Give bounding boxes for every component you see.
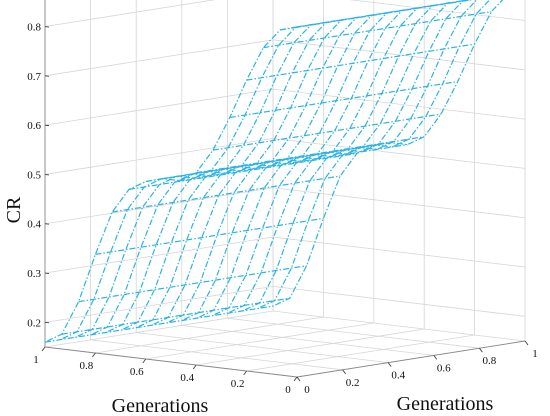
floor-grid-line [145,322,374,360]
y-tick-mark [479,347,483,353]
y-tick-label: 0 [304,384,310,396]
z-tick-label: 0.4 [27,219,41,231]
mesh-line-y [112,175,341,213]
y-tick-label: 0.2 [346,377,360,389]
mesh-line-y [212,113,442,151]
wall-grid-line [272,138,526,169]
y-tick-mark [296,376,301,382]
mesh-line-y [263,11,492,49]
wall-grid-line [44,0,216,27]
mesh-line-x [90,19,343,336]
floor-grid-line [196,328,425,366]
mesh-line-y [95,217,324,255]
floor-grid-line [272,310,526,342]
floor-grid-line [90,339,343,371]
x-tick-mark [293,376,298,382]
z-tick-label: 0.8 [27,22,41,34]
wall-grid-line [44,88,274,126]
x-tick-label: 1 [33,354,39,366]
x-tick-label: 0.4 [180,372,194,384]
mesh-line-x [272,0,504,307]
mesh-line-x [151,9,404,326]
wall-grid-line [272,285,526,317]
wall-grid-line [44,138,274,175]
wall-grid-line [44,39,274,77]
wall-grid-line [272,88,526,120]
z-tick-mark [44,124,50,127]
tick-labels: 0.2 0.3 0.4 0.5 0.6 0.7 0.8 0 0.2 0.4 0.6 0.8 1 0 0.2 0… [27,22,538,396]
z-tick-label: 0.7 [27,71,41,83]
mesh-line-y [179,144,408,182]
mesh-line-y [246,43,475,81]
z-tick-label: 0.6 [27,120,41,132]
wall-grid-line [272,236,526,268]
mesh-line-y [280,0,474,31]
floor-grid-line [181,325,434,356]
mesh-line-x [166,7,419,324]
floor-grid-line [44,310,274,348]
wall-grid-line [272,187,526,219]
mesh-line-y [229,80,458,119]
wall-grid-line [272,39,526,71]
z-tick-label: 0.5 [27,169,41,181]
x-tick-label: 0.8 [80,360,94,372]
z-axis-label: CR [3,196,25,223]
z-tick-label: 0.2 [27,317,41,329]
wall-grid-line [44,236,274,274]
y-axis-line [296,340,526,378]
x-axis-label: Generations [112,395,209,416]
x-tick-mark [192,364,197,370]
wall-grid-line [349,0,526,21]
z-tick-mark [44,272,50,274]
mesh-line-x [120,14,374,331]
floor-grid-line [95,316,324,354]
y-tick-mark [342,369,346,375]
z-tick-mark [44,75,50,77]
x-tick-mark [243,370,247,376]
wall-grid-line [44,285,274,323]
y-tick-label: 0.6 [437,362,451,374]
z-tick-mark [44,173,50,176]
mesh-line-y [78,265,307,303]
mesh-line-x [105,16,358,334]
y-tick-mark [524,340,529,346]
x-axis-line [44,346,298,378]
mesh-line-x [75,21,328,338]
y-tick-label: 0.4 [391,370,405,382]
x-tick-label: 0.6 [130,366,144,378]
y-tick-mark [433,355,438,360]
mesh-line-y [145,144,374,183]
x-tick-mark [92,352,96,358]
floor-grid-line [246,334,475,372]
x-tick-label: 0 [285,384,291,396]
floor-grid-line [227,317,480,349]
z-tick-mark [44,321,50,324]
y-tick-mark [387,362,392,367]
mesh-line-y [44,305,274,343]
mesh-line-x [135,11,389,329]
y-tick-label: 0.8 [483,355,497,367]
mesh-line-y [128,152,358,190]
mesh-line-x [257,0,491,310]
wall-grid-line [44,187,274,225]
grid-lines [44,0,526,378]
z-tick-label: 0.3 [27,268,41,280]
floor-grid-line [136,332,389,363]
x-tick-mark [142,358,147,364]
mesh-line-y [61,297,290,335]
z-tick-mark [44,223,50,225]
z-tick-mark [44,26,50,28]
mesh-line-x [59,23,313,341]
x-tick-mark [41,346,46,352]
mesh-line-x [181,4,434,322]
x-tick-label: 0.2 [231,378,245,390]
y-tick-label: 1 [532,348,538,360]
y-axis-label: Generations [397,393,494,415]
surface-mesh [44,0,504,343]
mesh-line-x [44,26,298,343]
